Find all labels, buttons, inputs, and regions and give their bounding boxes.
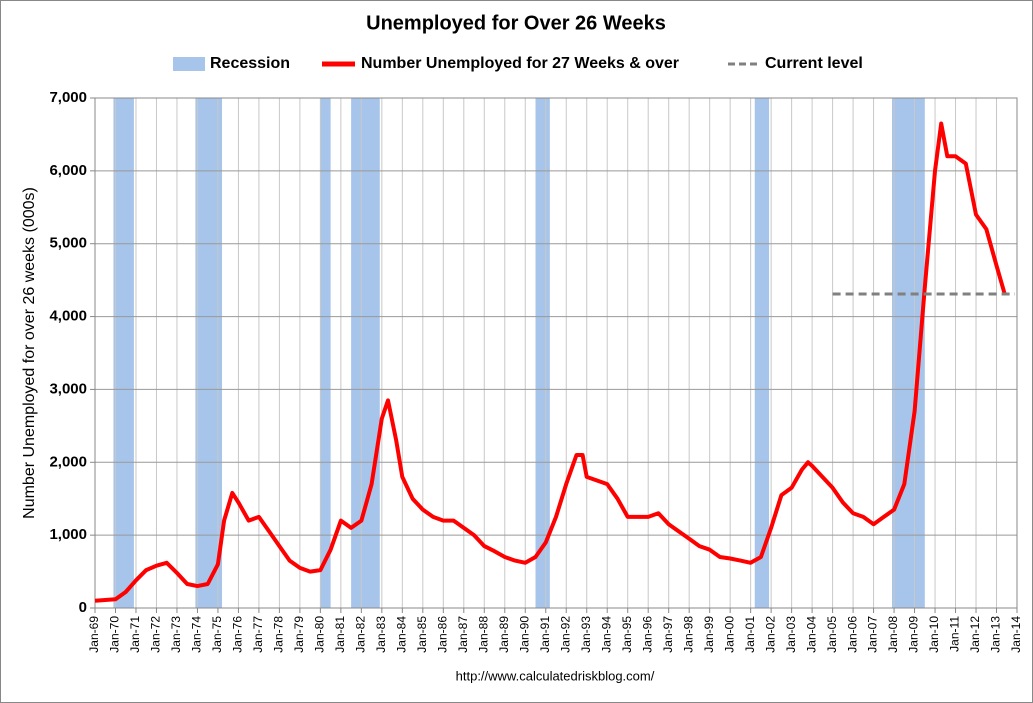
x-tick-label: Jan-89 (497, 616, 511, 653)
x-tick-label: Jan-07 (866, 616, 880, 653)
legend-swatch (173, 57, 205, 71)
x-tick-label: Jan-97 (661, 616, 675, 653)
x-tick-label: Jan-02 (763, 616, 777, 653)
x-tick-label: Jan-71 (128, 616, 142, 653)
x-tick-label: Jan-01 (743, 616, 757, 653)
x-tick-label: Jan-90 (517, 616, 531, 653)
x-tick-label: Jan-81 (333, 616, 347, 653)
y-tick-label: 2,000 (49, 453, 87, 470)
x-tick-label: Jan-09 (907, 616, 921, 653)
x-tick-label: Jan-70 (108, 616, 122, 653)
plot-border (94, 97, 1018, 609)
x-tick-label: Jan-11 (948, 616, 962, 652)
x-tick-label: Jan-84 (395, 616, 409, 653)
x-tick-label: Jan-82 (354, 616, 368, 653)
x-tick-label: Jan-98 (681, 616, 695, 653)
x-tick-label: Jan-93 (579, 616, 593, 653)
data-line (94, 121, 1007, 603)
y-tick-label: 3,000 (49, 380, 87, 397)
x-tick-label: Jan-69 (87, 616, 101, 653)
x-tick-label: Jan-95 (620, 616, 634, 653)
x-tick-label: Jan-94 (599, 616, 613, 653)
x-tick-label: Jan-77 (251, 616, 265, 653)
y-tick-label: 5,000 (49, 235, 87, 252)
legend-label: Recession (210, 55, 290, 72)
x-tick-label: Jan-04 (804, 616, 818, 653)
x-tick-label: Jan-76 (231, 616, 245, 653)
x-tick-label: Jan-88 (476, 616, 490, 653)
x-tick-label: Jan-96 (640, 616, 654, 653)
x-tick-label: Jan-78 (272, 616, 286, 653)
x-tick-label: Jan-85 (415, 616, 429, 653)
legend-label: Number Unemployed for 27 Weeks & over (361, 55, 679, 72)
x-tick-label: Jan-08 (886, 616, 900, 653)
x-tick-label: Jan-73 (169, 616, 183, 653)
y-tick-label: 7,000 (49, 89, 87, 106)
x-tick-label: Jan-80 (313, 616, 327, 653)
recession-band (113, 98, 134, 608)
x-tick-label: Jan-74 (190, 616, 204, 653)
x-tick-label: Jan-05 (825, 616, 839, 653)
x-tick-label: Jan-92 (558, 616, 572, 653)
x-tick-label: Jan-10 (927, 616, 941, 653)
x-tick-label: Jan-86 (435, 616, 449, 653)
y-axis-label: Number Unemployed for over 26 weeks (000… (21, 187, 38, 519)
recession-band (754, 98, 770, 608)
y-tick-label: 1,000 (49, 526, 87, 543)
x-tick-label: Jan-72 (149, 616, 163, 653)
x-tick-label: Jan-99 (702, 616, 716, 653)
x-tick-label: Jan-00 (722, 616, 736, 653)
x-tick-label: Jan-75 (210, 616, 224, 653)
source: http://www.calculatedriskblog.com/ (456, 668, 655, 683)
x-tick-label: Jan-12 (968, 616, 982, 653)
x-tick-label: Jan-03 (784, 616, 798, 653)
y-tick-label: 0 (79, 599, 87, 616)
x-tick-label: Jan-87 (456, 616, 470, 653)
x-tick-label: Jan-83 (374, 616, 388, 653)
recession-band (535, 98, 550, 608)
x-tick-label: Jan-79 (292, 616, 306, 653)
recession-band (320, 98, 331, 608)
y-tick-label: 4,000 (49, 308, 87, 325)
x-tick-label: Jan-06 (845, 616, 859, 653)
chart-title: Unemployed for Over 26 Weeks (366, 12, 666, 34)
x-tick-label: Jan-13 (989, 616, 1003, 653)
y-tick-label: 6,000 (49, 162, 87, 179)
recession-band (351, 98, 380, 608)
x-tick-label: Jan-91 (538, 616, 552, 653)
legend-label: Current level (765, 55, 863, 72)
x-tick-label: Jan-14 (1009, 616, 1023, 653)
